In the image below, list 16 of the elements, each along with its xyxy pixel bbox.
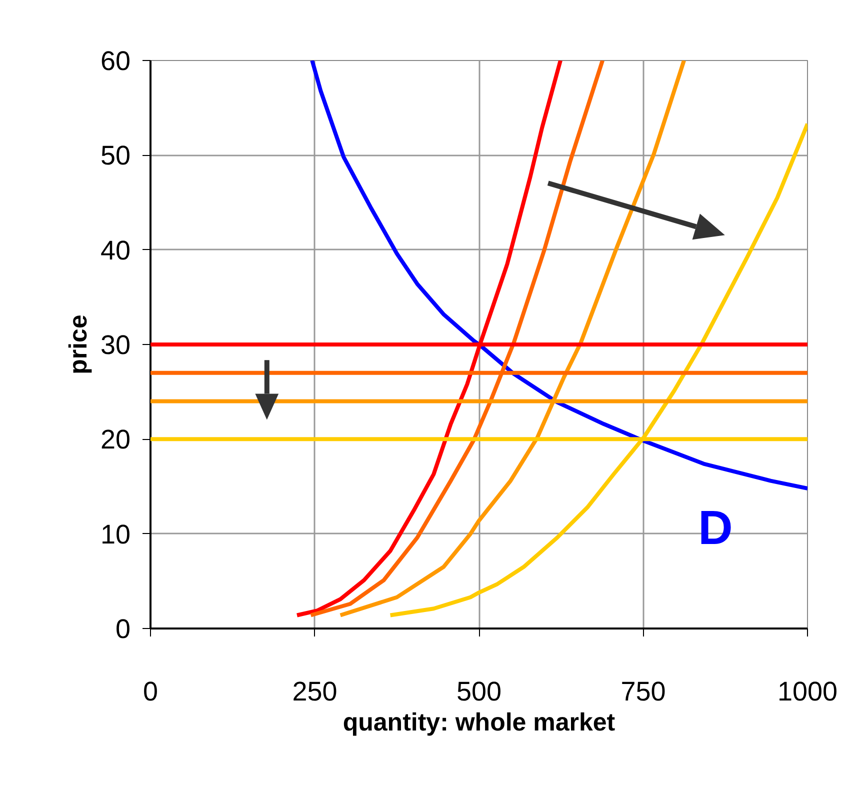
y-tick-label: 20 xyxy=(100,424,131,455)
y-tick-label: 60 xyxy=(100,46,131,76)
x-axis-title: quantity: whole market xyxy=(342,708,616,736)
y-tick-label: 50 xyxy=(100,140,131,171)
y-tick-label: 10 xyxy=(100,519,131,550)
y-tick-label: 30 xyxy=(100,330,131,360)
x-tick-label: 250 xyxy=(292,676,338,706)
x-tick-label: 750 xyxy=(620,676,666,706)
y-axis-title: price xyxy=(64,314,92,374)
annotation: D xyxy=(698,502,733,555)
x-tick-label: 500 xyxy=(456,676,502,706)
y-tick-label: 40 xyxy=(100,235,131,266)
x-tick-label: 0 xyxy=(142,676,158,706)
x-tick-label: 1000 xyxy=(777,676,838,706)
y-tick-label: 0 xyxy=(115,614,131,644)
line-series xyxy=(310,60,808,490)
